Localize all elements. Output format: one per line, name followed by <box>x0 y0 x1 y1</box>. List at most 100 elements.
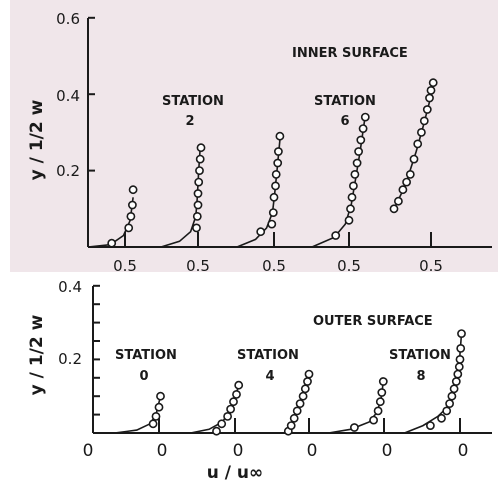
data-point <box>389 204 399 214</box>
data-point <box>226 404 235 414</box>
data-point <box>425 93 434 103</box>
outer-station-title: STATION <box>389 348 451 363</box>
inner-station-number: 2 <box>185 114 194 129</box>
inner-xtick-label: 0.5 <box>337 257 361 275</box>
data-point <box>286 421 296 430</box>
inner-x-ticks <box>124 232 432 247</box>
data-point <box>295 399 305 408</box>
data-point <box>128 185 138 195</box>
outer-profiles <box>114 329 466 436</box>
inner-panel-background <box>10 0 498 272</box>
outer-panel-label: OUTER SURFACE <box>313 314 433 329</box>
inner-station-number: 6 <box>340 114 349 129</box>
inner-xtick-label: 0.5 <box>186 257 210 275</box>
outer-xtick-label: 0 <box>157 441 168 461</box>
velocity-profile <box>311 112 370 248</box>
data-point <box>192 223 201 233</box>
velocity-profile <box>236 131 285 248</box>
outer-y-tick-labels: 0.2 0.4 <box>58 278 82 368</box>
data-point <box>369 415 378 425</box>
data-point <box>405 169 415 179</box>
data-point <box>398 185 408 195</box>
data-point <box>273 158 283 168</box>
inner-panel-label: INNER SURFACE <box>292 46 408 61</box>
data-point <box>455 354 465 364</box>
inner-y-tick-labels: 0.2 0.4 0.6 <box>56 10 80 180</box>
data-point <box>393 196 403 206</box>
outer-x-tick-labels: 0 0 0 0 0 0 <box>83 441 469 461</box>
data-point <box>449 384 459 394</box>
data-point <box>234 380 244 390</box>
inner-xtick-label: 0.5 <box>419 257 443 275</box>
data-point <box>416 127 426 137</box>
data-point <box>300 384 310 394</box>
data-point <box>378 377 388 386</box>
inner-surface-panel: 0.2 0.4 0.6 0.5 0.5 0.5 0.5 0.5 y / 1/2 … <box>10 0 498 275</box>
velocity-profile <box>389 78 438 214</box>
data-point <box>256 227 266 237</box>
data-point <box>289 413 299 423</box>
data-point <box>428 78 438 88</box>
inner-ytick-label: 0.2 <box>56 162 80 180</box>
data-point <box>298 391 308 401</box>
data-point <box>419 116 429 126</box>
data-point <box>456 343 466 353</box>
data-point <box>292 406 302 416</box>
data-point <box>217 419 227 429</box>
outer-x-axis-label: u / u∞ <box>207 463 263 483</box>
inner-station-title: STATION <box>314 94 376 109</box>
inner-xtick-label: 0.5 <box>113 257 137 275</box>
inner-profiles <box>87 78 438 248</box>
velocity-profile <box>160 143 206 248</box>
data-point <box>445 399 454 408</box>
data-point <box>193 200 203 210</box>
data-point <box>348 181 358 191</box>
data-point <box>196 143 206 153</box>
data-point <box>425 421 435 430</box>
outer-y-ticks <box>93 284 100 416</box>
velocity-profile <box>328 377 388 434</box>
data-point <box>413 139 423 149</box>
outer-xtick-label: 0 <box>382 441 393 461</box>
data-point <box>271 181 280 191</box>
data-point <box>269 192 279 202</box>
data-point <box>107 238 117 248</box>
data-point <box>451 377 461 386</box>
data-point <box>124 223 134 233</box>
inner-y-axis-label: y / 1/2 w <box>27 99 47 180</box>
data-point <box>356 135 366 145</box>
data-point <box>223 411 232 421</box>
data-point <box>402 177 411 187</box>
data-point <box>352 158 362 168</box>
data-point <box>194 177 204 187</box>
inner-xtick-label: 0.5 <box>262 257 286 275</box>
data-point <box>271 169 281 179</box>
inner-station-title: STATION <box>162 94 224 109</box>
outer-station-number: 0 <box>139 369 148 384</box>
data-point <box>127 200 137 210</box>
data-point <box>229 397 238 407</box>
outer-y-axis-label: y / 1/2 w <box>27 314 47 395</box>
outer-xtick-label: 0 <box>458 441 469 461</box>
data-point <box>148 419 158 429</box>
inner-x-tick-labels: 0.5 0.5 0.5 0.5 0.5 <box>113 257 443 275</box>
data-point <box>192 211 202 221</box>
data-point <box>232 389 241 399</box>
data-point <box>409 154 419 164</box>
outer-station-title: STATION <box>237 348 299 363</box>
data-point <box>344 215 354 225</box>
data-point <box>373 406 383 416</box>
data-point <box>354 147 363 156</box>
data-point <box>156 391 165 401</box>
outer-xtick-label: 0 <box>233 441 244 461</box>
data-point <box>457 329 466 338</box>
outer-xtick-label: 0 <box>307 441 318 461</box>
data-point <box>447 391 457 401</box>
outer-ytick-label: 0.4 <box>58 278 82 296</box>
velocity-profile <box>114 391 165 434</box>
inner-ytick-label: 0.4 <box>56 87 80 105</box>
data-point <box>275 131 285 141</box>
data-point <box>193 189 203 198</box>
data-point <box>454 362 464 372</box>
data-point <box>426 86 436 95</box>
